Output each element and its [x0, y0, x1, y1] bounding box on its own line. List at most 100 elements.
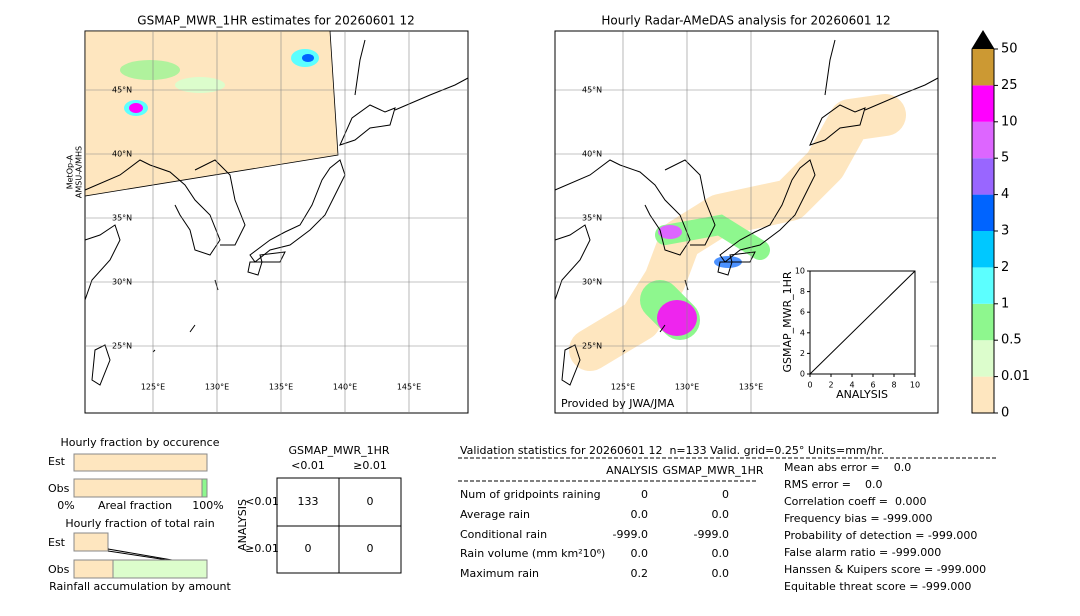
obs-bar	[73, 478, 203, 498]
colorbar-label: 0.5	[1001, 333, 1022, 348]
score: Mean abs error = 0.0	[784, 461, 911, 474]
row-title: ANALYSIS	[236, 499, 249, 551]
stat-label: Maximum rain	[460, 567, 539, 580]
row-label: <0.01	[245, 495, 279, 508]
y-tick-label: 2	[800, 349, 805, 358]
lat-label: 35°N	[112, 214, 132, 223]
col-label: ≥0.01	[353, 459, 387, 472]
stat-value: 0	[641, 488, 648, 501]
colorbar-label: 25	[1001, 78, 1018, 93]
lon-label: 130°E	[205, 383, 229, 392]
colorbar-segment	[972, 303, 994, 341]
diagonal	[809, 270, 916, 375]
x-tick-label: 10	[910, 381, 920, 390]
map-title: Hourly Radar-AMeDAS analysis for 2026060…	[601, 14, 890, 28]
lat-label: 30°N	[112, 278, 132, 287]
lon-label: 125°E	[611, 383, 635, 392]
lat-label: 30°N	[582, 278, 602, 287]
obs-bar	[201, 478, 208, 498]
colorbar-label: 10	[1001, 114, 1018, 129]
stat-value: -999.0	[694, 528, 729, 541]
lon-label: 135°E	[739, 383, 763, 392]
row-label: Est	[48, 536, 66, 549]
lon-label: 140°E	[333, 383, 357, 392]
stat-label: Conditional rain	[460, 528, 547, 541]
rain-area	[302, 54, 314, 62]
axis-label: Areal fraction	[98, 499, 172, 512]
x-tick-label: 8	[891, 381, 896, 390]
stat-value: -999.0	[613, 528, 648, 541]
cell: 133	[298, 495, 319, 508]
cell: 0	[367, 542, 374, 555]
colorbar-segment	[972, 340, 994, 377]
stat-value: 0.0	[712, 567, 730, 580]
stat-label: Rain volume (mm km²10⁶)	[460, 547, 605, 560]
row-label: Obs	[48, 482, 70, 495]
caption: Rainfall accumulation by amount	[49, 580, 231, 593]
stat-value: 0.0	[712, 508, 730, 521]
y-tick-label: 6	[800, 308, 805, 317]
colorbar-segment	[972, 158, 994, 195]
lon-label: 145°E	[397, 383, 421, 392]
colorbar-label: 0.01	[1001, 369, 1030, 384]
lat-label: 45°N	[112, 86, 132, 95]
colorbar-label: 1	[1001, 296, 1009, 311]
occurrence-chart: Hourly fraction by occurence Est Obs 0% …	[48, 436, 224, 512]
rain-area	[655, 214, 770, 260]
lon-label: 130°E	[675, 383, 699, 392]
rain-area	[658, 225, 682, 239]
panel-title: Hourly fraction of total rain	[65, 517, 214, 530]
lat-label: 45°N	[582, 86, 602, 95]
side-label: AMSU-A/MHS	[75, 146, 84, 198]
colorbar-segment	[972, 267, 994, 304]
column-header: GSMAP_MWR_1HR	[662, 464, 763, 477]
y-tick-label: 4	[800, 328, 805, 337]
y-axis-label: GSMAP_MWR_1HR	[781, 271, 794, 372]
lon-label: 135°E	[269, 383, 293, 392]
contingency-table: GSMAP_MWR_1HR <0.01 ≥0.01 <0.01 ≥0.01 AN…	[236, 444, 402, 574]
total-rain-chart: Hourly fraction of total rain Est Obs Ra…	[48, 517, 232, 593]
row-label: Obs	[48, 563, 70, 576]
map-title: GSMAP_MWR_1HR estimates for 20260601 12	[137, 14, 414, 28]
map-left: 45°N 40°N 35°N 30°N 25°N 125°E 130°E 135°E 140°E…	[66, 14, 469, 414]
colorbar-segment	[972, 49, 994, 86]
scatter-inset: ANALYSIS GSMAP_MWR_1HR 00 2 2 4 4 6 6 8 8 10 10	[780, 262, 930, 401]
colorbar-segment	[972, 231, 994, 268]
credit: Provided by JWA/JMA	[561, 397, 675, 410]
colorbar-label: 2	[1001, 260, 1009, 275]
stats-header: Validation statistics for 20260601 12 n=…	[460, 444, 884, 457]
cell: 0	[305, 542, 312, 555]
stat-value: 0.0	[631, 547, 649, 560]
y-tick-label: 8	[800, 287, 805, 296]
row-label: Est	[48, 455, 66, 468]
score: Hanssen & Kuipers score = -999.000	[784, 563, 986, 576]
est-bar	[73, 532, 109, 552]
stat-value: 0	[722, 488, 729, 501]
obs-bar	[73, 559, 114, 579]
lat-label: 25°N	[582, 342, 602, 351]
rain-area	[175, 77, 225, 93]
stat-label: Num of gridpoints raining	[460, 488, 601, 501]
colorbar-label: 5	[1001, 151, 1009, 166]
table-title: GSMAP_MWR_1HR	[288, 444, 389, 457]
colorbar-segment	[972, 376, 994, 413]
colorbar-label: 3	[1001, 224, 1009, 239]
map-right: 45°N 40°N 35°N 30°N 25°N 125°E 130°E 135°E Hour…	[554, 14, 939, 414]
colorbar-segment	[972, 194, 994, 231]
colorbar-label: 0	[1001, 406, 1009, 421]
stat-value: 0.0	[631, 508, 649, 521]
cell: 0	[367, 495, 374, 508]
x-tick-label: 4	[849, 381, 854, 390]
score: Frequency bias = -999.000	[784, 512, 933, 525]
statistics: Validation statistics for 20260601 12 n=…	[458, 444, 996, 593]
colorbar-label: 4	[1001, 187, 1009, 202]
rain-area	[657, 300, 697, 336]
lat-label: 40°N	[582, 150, 602, 159]
colorbar-label: 50	[1001, 42, 1018, 57]
side-label: MetOp-A	[66, 154, 75, 189]
axis-label: 0%	[57, 499, 74, 512]
axis-label: 100%	[192, 499, 223, 512]
lat-label: 40°N	[112, 150, 132, 159]
rain-area	[129, 103, 143, 113]
